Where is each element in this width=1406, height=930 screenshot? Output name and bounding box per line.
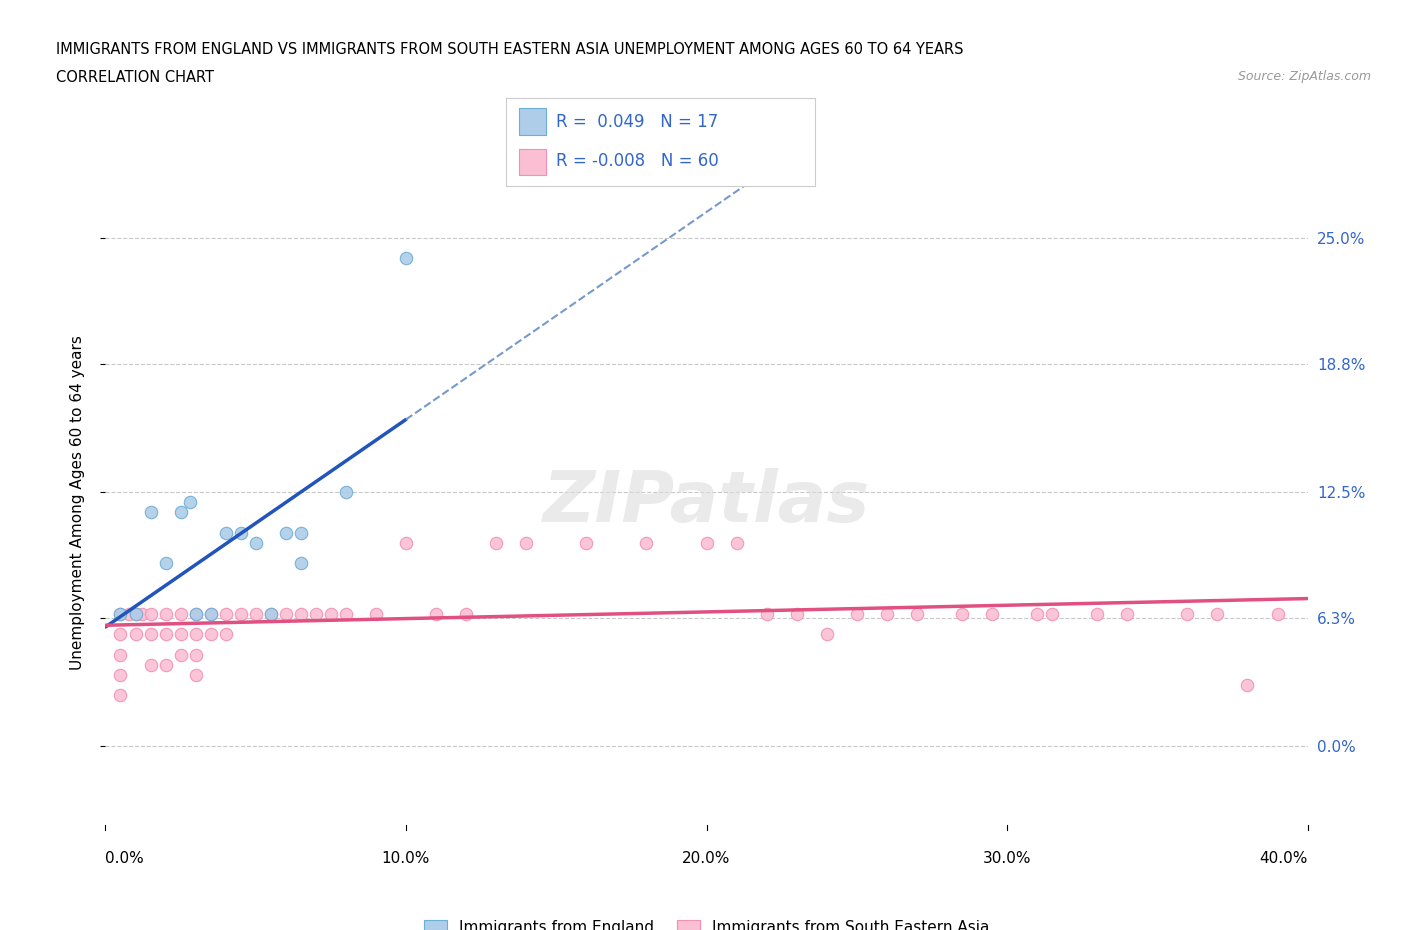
Point	[815, 627, 838, 642]
Point	[155, 556, 177, 571]
Point	[696, 536, 718, 551]
Point	[335, 606, 357, 621]
Point	[229, 525, 252, 540]
Point	[1206, 606, 1229, 621]
Text: R =  0.049   N = 17: R = 0.049 N = 17	[555, 113, 718, 131]
Text: IMMIGRANTS FROM ENGLAND VS IMMIGRANTS FROM SOUTH EASTERN ASIA UNEMPLOYMENT AMONG: IMMIGRANTS FROM ENGLAND VS IMMIGRANTS FR…	[56, 42, 963, 57]
Point	[260, 606, 283, 621]
Point	[454, 606, 477, 621]
Point	[155, 658, 177, 672]
Point	[110, 668, 132, 683]
Point	[950, 606, 973, 621]
Point	[139, 658, 162, 672]
Point	[110, 647, 132, 662]
Point	[1267, 606, 1289, 621]
Point	[124, 606, 146, 621]
Point	[200, 606, 222, 621]
Text: 30.0%: 30.0%	[983, 851, 1031, 866]
Point	[155, 627, 177, 642]
Point	[169, 505, 191, 520]
Point	[1116, 606, 1139, 621]
Point	[290, 525, 312, 540]
Point	[1085, 606, 1108, 621]
Point	[636, 536, 658, 551]
Point	[139, 505, 162, 520]
Point	[245, 536, 267, 551]
Text: 20.0%: 20.0%	[682, 851, 731, 866]
Point	[1040, 606, 1063, 621]
Point	[245, 606, 267, 621]
Point	[184, 627, 207, 642]
Text: 0.0%: 0.0%	[105, 851, 145, 866]
Point	[110, 688, 132, 703]
Bar	[519, 149, 547, 176]
Point	[981, 606, 1004, 621]
Point	[845, 606, 868, 621]
Bar	[519, 108, 547, 135]
Point	[274, 525, 297, 540]
Legend: Immigrants from England, Immigrants from South Eastern Asia: Immigrants from England, Immigrants from…	[418, 913, 995, 930]
Point	[124, 627, 146, 642]
Point	[1236, 678, 1258, 693]
Point	[214, 627, 236, 642]
Point	[725, 536, 748, 551]
Point	[184, 647, 207, 662]
Point	[876, 606, 898, 621]
Point	[290, 556, 312, 571]
Text: 40.0%: 40.0%	[1260, 851, 1308, 866]
Point	[110, 627, 132, 642]
Point	[179, 495, 201, 510]
Point	[395, 251, 418, 266]
Point	[755, 606, 778, 621]
Point	[110, 606, 132, 621]
Point	[139, 627, 162, 642]
Point	[905, 606, 928, 621]
Point	[169, 627, 191, 642]
Point	[184, 606, 207, 621]
Point	[395, 536, 418, 551]
Point	[131, 606, 153, 621]
Point	[139, 606, 162, 621]
Point	[485, 536, 508, 551]
Point	[214, 606, 236, 621]
Point	[200, 627, 222, 642]
Point	[786, 606, 808, 621]
Point	[335, 485, 357, 499]
Point	[184, 606, 207, 621]
Point	[274, 606, 297, 621]
Point	[118, 606, 141, 621]
Point	[200, 606, 222, 621]
Text: Source: ZipAtlas.com: Source: ZipAtlas.com	[1237, 70, 1371, 83]
Point	[425, 606, 447, 621]
Point	[575, 536, 598, 551]
Point	[260, 606, 283, 621]
Point	[305, 606, 328, 621]
Text: R = -0.008   N = 60: R = -0.008 N = 60	[555, 153, 718, 170]
Point	[229, 606, 252, 621]
Y-axis label: Unemployment Among Ages 60 to 64 years: Unemployment Among Ages 60 to 64 years	[70, 335, 84, 670]
Point	[1026, 606, 1049, 621]
Text: 10.0%: 10.0%	[382, 851, 430, 866]
Point	[155, 606, 177, 621]
Point	[1175, 606, 1198, 621]
Point	[110, 606, 132, 621]
Text: CORRELATION CHART: CORRELATION CHART	[56, 70, 214, 85]
Point	[184, 668, 207, 683]
Point	[169, 606, 191, 621]
Text: ZIPatlas: ZIPatlas	[543, 468, 870, 537]
Point	[124, 606, 146, 621]
Point	[319, 606, 342, 621]
Point	[364, 606, 387, 621]
Point	[290, 606, 312, 621]
Point	[515, 536, 537, 551]
Point	[169, 647, 191, 662]
Point	[214, 525, 236, 540]
